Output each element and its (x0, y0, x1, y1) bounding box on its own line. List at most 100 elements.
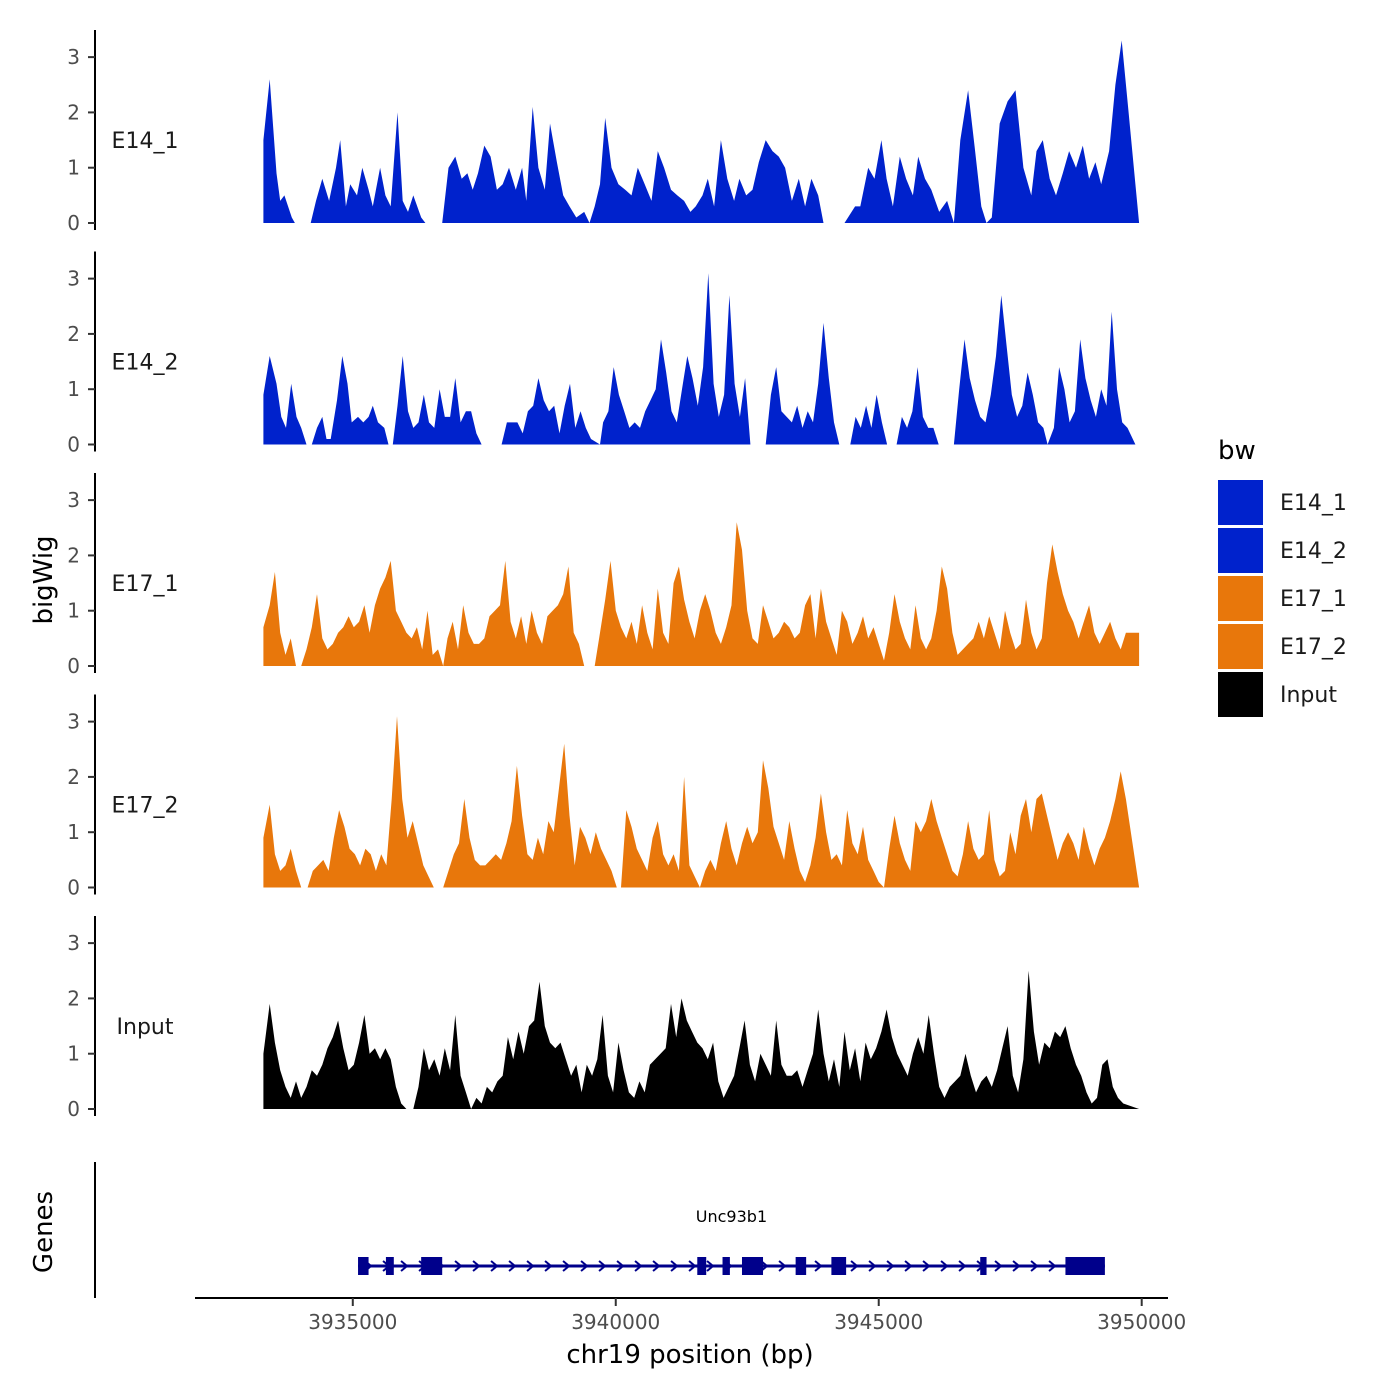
y-tick-label: 1 (67, 820, 80, 844)
legend-label: E17_1 (1280, 587, 1347, 612)
strand-arrow (958, 1260, 967, 1272)
y-tick-label: 0 (67, 211, 80, 235)
strand-arrow (400, 1260, 409, 1272)
strand-arrow (670, 1260, 679, 1272)
strand-arrow (922, 1260, 931, 1272)
y-tick-label: 0 (67, 1097, 80, 1121)
y-tick-label: 2 (67, 765, 80, 789)
strand-arrow (490, 1260, 499, 1272)
track-E14_1: 0 1 2 3 E14_1 (67, 30, 1140, 235)
strand-arrow (634, 1260, 643, 1272)
strand-arrow (562, 1260, 571, 1272)
x-tick-label: 3935000 (308, 1310, 397, 1334)
track-label: E14_2 (112, 351, 179, 376)
strand-arrow (652, 1260, 661, 1272)
track-E17_1: 0 1 2 3 E17_1 (67, 473, 1140, 678)
legend: bw E14_1 E14_2 E17_1 E17_2 Input (1218, 436, 1347, 717)
y-tick-label: 2 (67, 100, 80, 124)
exon (741, 1257, 764, 1275)
exon (1065, 1257, 1105, 1275)
exon (722, 1257, 730, 1275)
strand-arrow (508, 1260, 517, 1272)
y-tick-label: 2 (67, 543, 80, 567)
coverage-area-E17_2 (263, 716, 1140, 888)
gene-Unc93b1: Unc93b1 (358, 1207, 1105, 1275)
track-label: E14_1 (112, 129, 179, 154)
exon (697, 1257, 707, 1275)
legend-key-E17_2 (1218, 624, 1263, 669)
exon (795, 1257, 807, 1275)
exon (980, 1257, 987, 1275)
strand-arrow (688, 1260, 697, 1272)
coverage-area-E17_1 (263, 522, 1140, 666)
legend-key-E14_2 (1218, 528, 1263, 573)
x-tick-label: 3940000 (571, 1310, 660, 1334)
legend-key-E14_1 (1218, 480, 1263, 525)
strand-arrow (706, 1260, 715, 1272)
strand-arrow (850, 1260, 859, 1272)
strand-arrow (868, 1260, 877, 1272)
strand-arrow (940, 1260, 949, 1272)
coverage-tracks: 0 1 2 3 E14_1 0 1 2 3 E14_2 0 1 2 3 E17_1 0 1 2 3 E17_2 0 1 2 3… (67, 30, 1140, 1121)
y-tick-label: 3 (67, 931, 80, 955)
gene-name-label: Unc93b1 (696, 1207, 767, 1226)
track-label: E17_1 (112, 572, 179, 597)
genes-track: Unc93b1 (94, 1162, 1105, 1298)
legend-key-Input (1218, 672, 1263, 717)
strand-arrow (994, 1260, 1003, 1272)
y-axis-title: bigWig (29, 535, 59, 624)
track-E17_2: 0 1 2 3 E17_2 (67, 694, 1140, 900)
coverage-area-E14_1 (263, 40, 1140, 223)
coverage-area-Input (263, 970, 1140, 1109)
x-axis-title: chr19 position (bp) (566, 1340, 813, 1370)
strand-arrow (814, 1260, 823, 1272)
legend-label: E14_1 (1280, 491, 1347, 516)
legend-label: Input (1280, 683, 1337, 708)
legend-label: E14_2 (1280, 539, 1347, 564)
y-tick-label: 0 (67, 876, 80, 900)
strand-arrow (598, 1260, 607, 1272)
strand-arrow (904, 1260, 913, 1272)
exon (385, 1257, 394, 1275)
strand-arrow (1012, 1260, 1021, 1272)
y-tick-label: 0 (67, 654, 80, 678)
strand-arrow (580, 1260, 589, 1272)
strand-arrow (886, 1260, 895, 1272)
track-Input: 0 1 2 3 Input (67, 916, 1140, 1121)
coverage-area-E14_2 (263, 273, 1136, 445)
y-tick-label: 0 (67, 433, 80, 457)
y-tick-label: 2 (67, 986, 80, 1010)
y-tick-label: 3 (67, 710, 80, 734)
strand-arrow (472, 1260, 481, 1272)
x-axis: 3935000 3940000 3945000 3950000 (195, 1297, 1186, 1334)
strand-arrow (1048, 1260, 1057, 1272)
strand-arrow (778, 1260, 787, 1272)
strand-arrow (544, 1260, 553, 1272)
track-label: E17_2 (112, 794, 179, 819)
y-tick-label: 1 (67, 377, 80, 401)
strand-arrow (1030, 1260, 1039, 1272)
track-E14_2: 0 1 2 3 E14_2 (67, 251, 1136, 457)
exon (358, 1257, 369, 1275)
y-tick-label: 3 (67, 488, 80, 512)
strand-arrow (616, 1260, 625, 1272)
y-tick-label: 1 (67, 1042, 80, 1066)
y-tick-label: 2 (67, 322, 80, 346)
legend-title: bw (1218, 436, 1256, 466)
strand-arrow (454, 1260, 463, 1272)
legend-label: E17_2 (1280, 635, 1347, 660)
strand-arrow (760, 1260, 769, 1272)
y-tick-label: 3 (67, 45, 80, 69)
x-tick-label: 3945000 (834, 1310, 923, 1334)
track-label: Input (117, 1015, 174, 1040)
exon (421, 1257, 443, 1275)
y-tick-label: 1 (67, 156, 80, 180)
legend-key-E17_1 (1218, 576, 1263, 621)
exon (831, 1257, 847, 1275)
strand-arrow (526, 1260, 535, 1272)
y-tick-label: 1 (67, 599, 80, 623)
x-tick-label: 3950000 (1097, 1310, 1186, 1334)
genes-track-title: Genes (29, 1191, 59, 1273)
y-tick-label: 3 (67, 267, 80, 291)
